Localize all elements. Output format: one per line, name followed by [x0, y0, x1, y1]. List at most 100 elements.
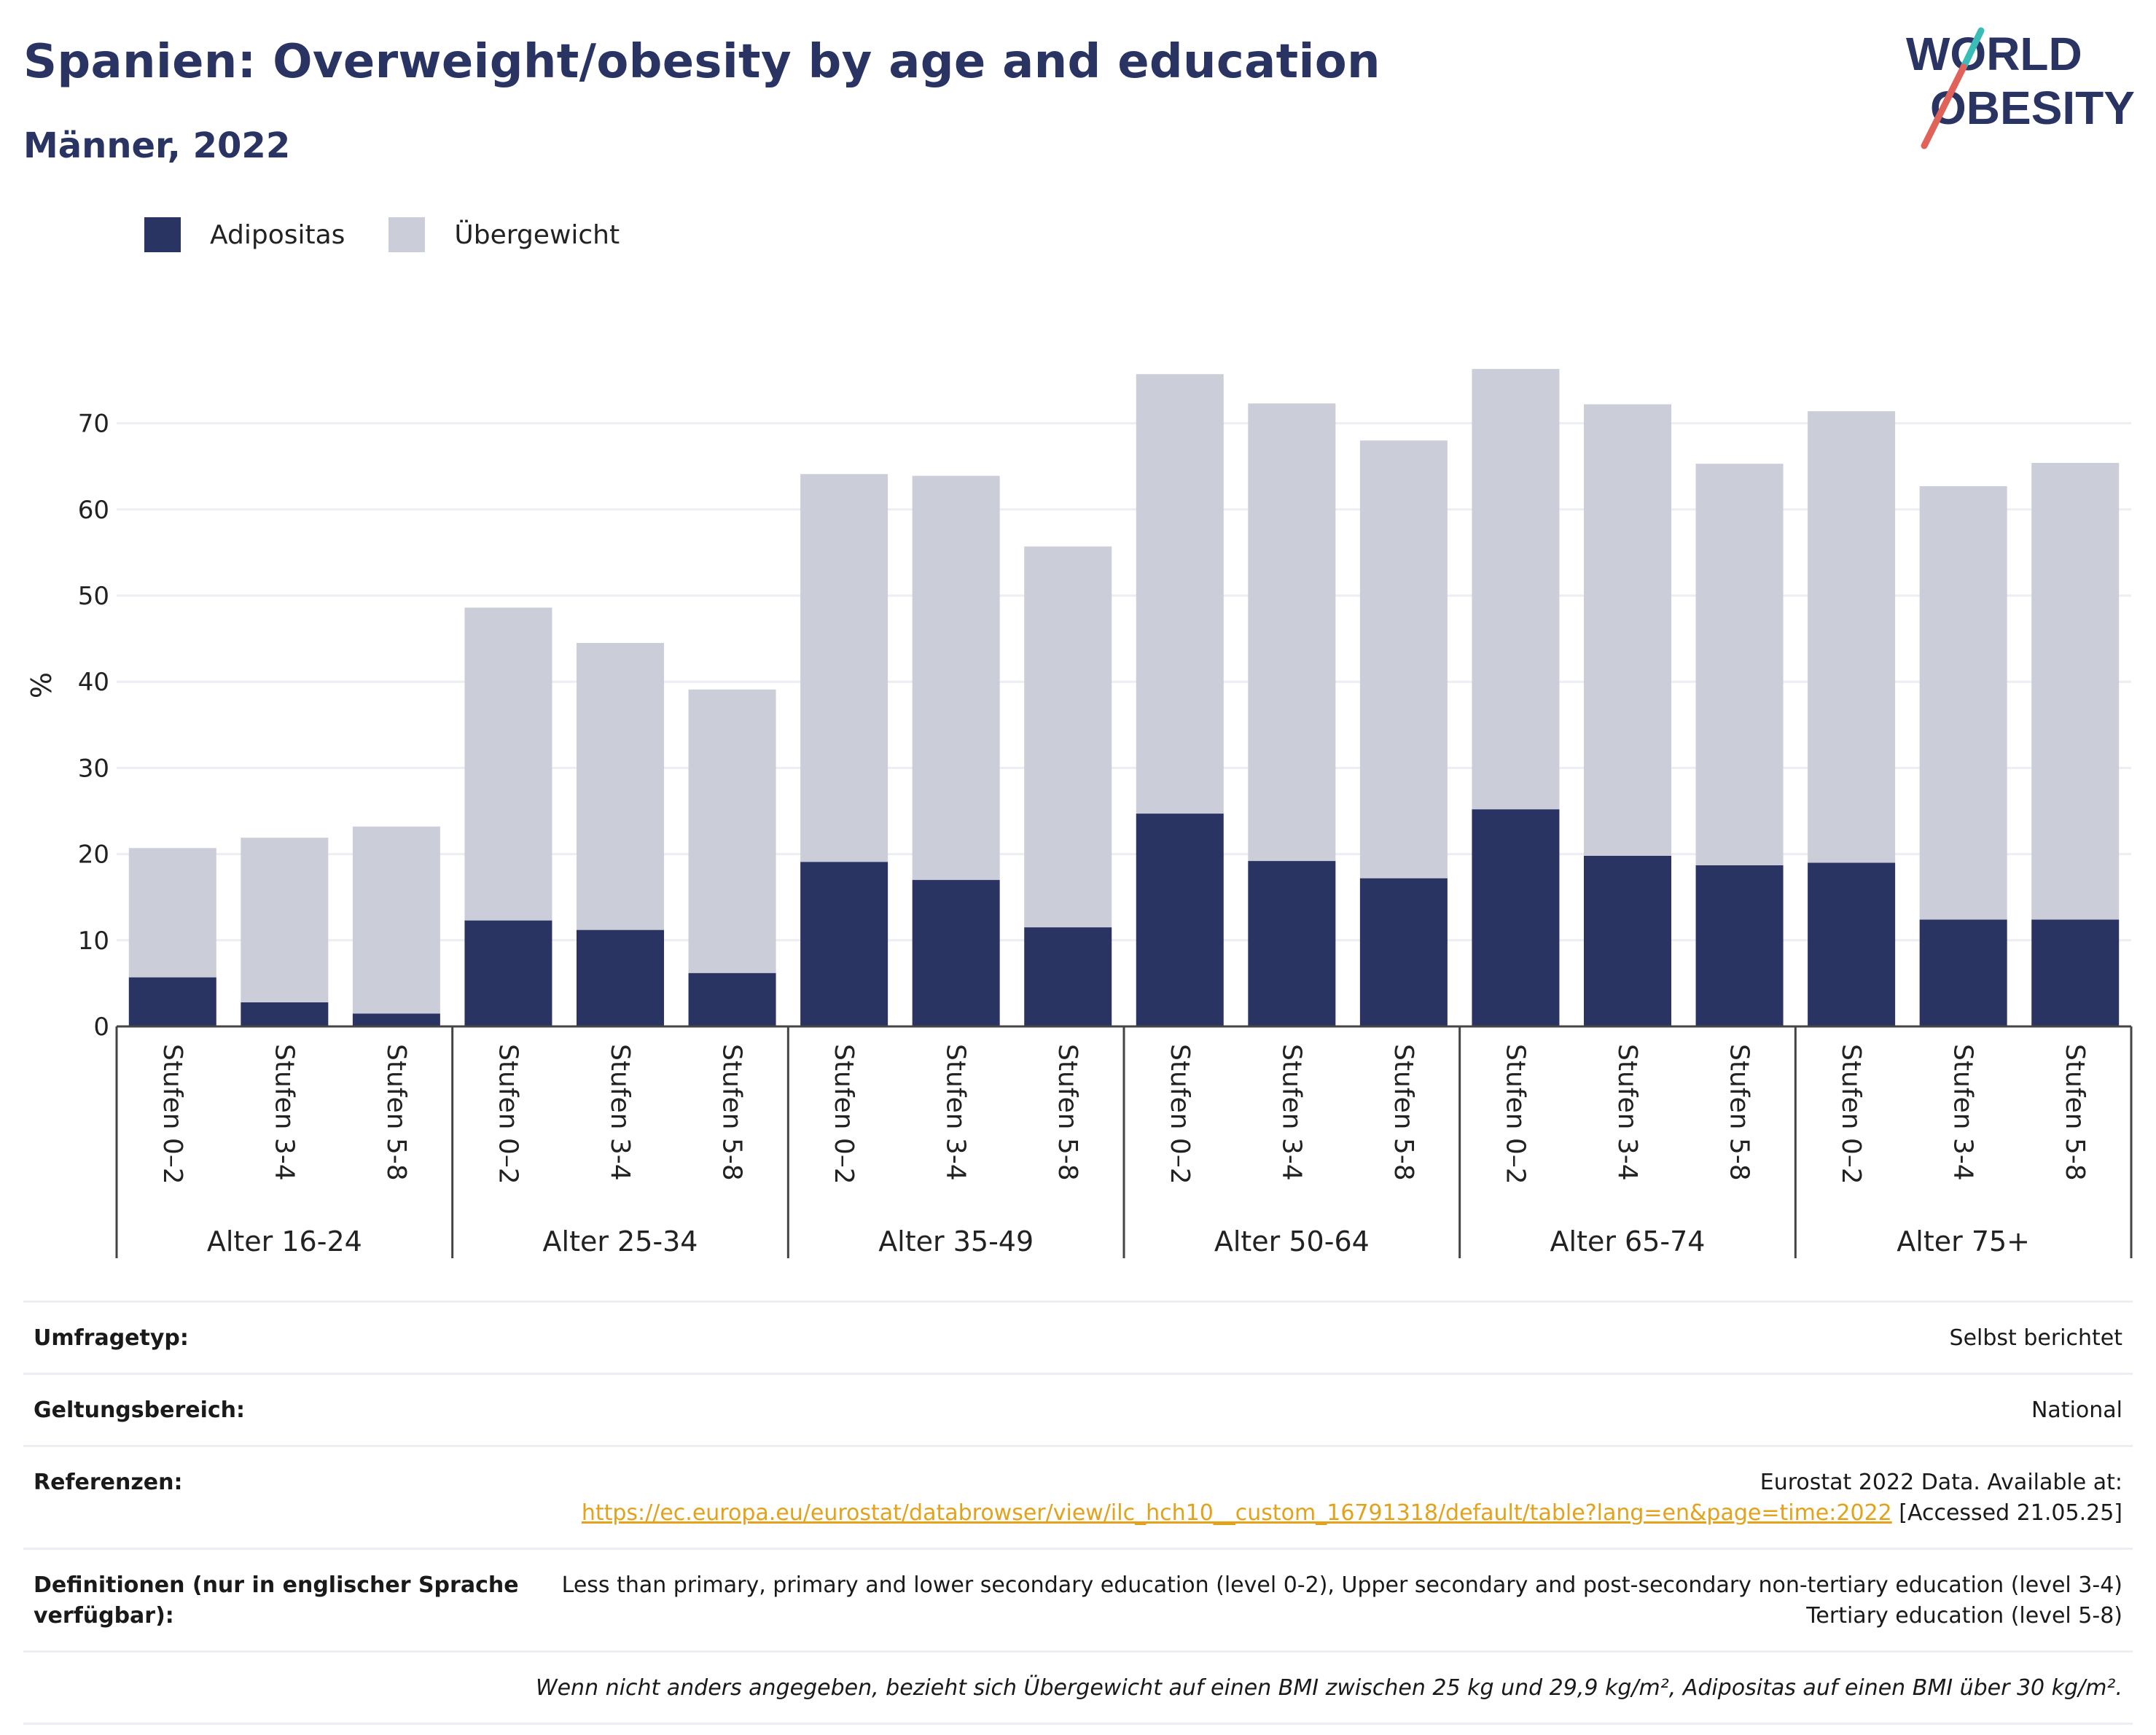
x-category-label: Stufen 0–2	[1165, 1044, 1195, 1185]
bar-obesity	[1584, 855, 1671, 1026]
y-tick-label: 70	[78, 410, 109, 439]
bar-overweight	[1136, 374, 1224, 814]
logo-line1: WORLD	[1906, 28, 2082, 80]
legend-swatch-overweight	[388, 217, 426, 252]
x-category-label: Stufen 3-4	[1276, 1044, 1306, 1181]
bar-overweight	[352, 826, 440, 1014]
bar-overweight	[1695, 464, 1784, 865]
survey-type-label: Umfragetyp:	[34, 1325, 189, 1351]
bar-obesity	[352, 1013, 440, 1026]
bar-obesity	[464, 920, 552, 1026]
y-tick-label: 60	[78, 496, 109, 525]
metadata-table: Umfragetyp: Selbst berichtet Geltungsber…	[23, 1301, 2133, 1725]
y-tick-label: 30	[78, 754, 109, 783]
y-axis-label: %	[26, 672, 58, 698]
bar-overweight	[1472, 369, 1560, 810]
x-category-label: Stufen 5-8	[2060, 1044, 2090, 1181]
world-obesity-logo: WORLD OBESITY	[1906, 27, 2135, 149]
bar-overweight	[1024, 546, 1112, 928]
x-group-label: Alter 25-34	[543, 1225, 698, 1258]
legend-label-overweight: Übergewicht	[454, 219, 620, 250]
bar-overweight	[1584, 404, 1671, 856]
stacked-bar-chart: 0 10 20 30 40 50 60 70% Stufen 0–2 Stufen 3-4 Stuf…	[26, 369, 2133, 1258]
bar-overweight	[1919, 486, 2007, 920]
bar-overweight	[128, 848, 216, 978]
x-category-label: Stufen 3-4	[1612, 1044, 1642, 1181]
references-line1: Eurostat 2022 Data. Available at:	[1759, 1470, 2122, 1495]
references-value: Eurostat 2022 Data. Available at: https:…	[582, 1467, 2122, 1529]
meta-row-coverage: Geltungsbereich: National	[23, 1373, 2133, 1445]
x-category-label: Stufen 0–2	[1836, 1044, 1866, 1185]
chart-legend: Adipositas Übergewicht	[144, 217, 663, 252]
bar-obesity	[1248, 861, 1336, 1026]
bar-obesity	[2031, 919, 2120, 1026]
x-group-label: Alter 65-74	[1550, 1225, 1706, 1258]
x-category-label: Stufen 0–2	[157, 1044, 187, 1185]
y-tick-label: 10	[78, 927, 109, 956]
y-tick-label: 50	[78, 582, 109, 611]
x-group-label: Alter 35-49	[878, 1225, 1034, 1258]
x-category-label: Stufen 5-8	[717, 1044, 747, 1181]
y-tick-label: 40	[78, 668, 109, 697]
chart-title: Spanien: Overweight/obesity by age and e…	[23, 35, 1380, 89]
x-category-label: Stufen 0–2	[1500, 1044, 1530, 1185]
bar-overweight	[1808, 411, 1896, 863]
x-group-label: Alter 16-24	[207, 1225, 362, 1258]
bar-overweight	[800, 474, 888, 862]
x-category-label: Stufen 5-8	[1052, 1044, 1082, 1181]
bar-overweight	[2031, 462, 2120, 920]
chart-subtitle: Männer, 2022	[23, 125, 291, 166]
meta-row-survey-type: Umfragetyp: Selbst berichtet	[23, 1301, 2133, 1373]
x-category-label: Stufen 5-8	[1725, 1044, 1754, 1181]
legend-swatch-obesity	[144, 217, 181, 252]
x-category-label: Stufen 3-4	[1948, 1044, 1978, 1181]
x-category-label: Stufen 5-8	[381, 1044, 411, 1181]
meta-row-definitions: Definitionen (nur in englischer Sprache …	[23, 1548, 2133, 1650]
legend-label-obesity: Adipositas	[210, 219, 345, 250]
y-tick-label: 0	[93, 1013, 109, 1042]
y-tick-label: 20	[78, 841, 109, 870]
x-category-label: Stufen 3-4	[941, 1044, 971, 1181]
bar-overweight	[241, 838, 329, 1002]
x-category-label: Stufen 3-4	[269, 1044, 299, 1181]
logo-line2: OBESITY	[1930, 82, 2135, 134]
x-group-label: Alter 50-64	[1214, 1225, 1370, 1258]
meta-row-footnote: Wenn nicht anders angegeben, bezieht sic…	[23, 1650, 2133, 1725]
x-category-label: Stufen 5-8	[1388, 1044, 1418, 1181]
bar-obesity	[688, 972, 776, 1026]
coverage-value: National	[2031, 1397, 2122, 1423]
references-label: Referenzen:	[34, 1470, 183, 1495]
meta-row-references: Referenzen: Eurostat 2022 Data. Availabl…	[23, 1445, 2133, 1548]
bar-obesity	[912, 880, 1000, 1026]
bar-overweight	[1248, 403, 1336, 862]
references-link[interactable]: https://ec.europa.eu/eurostat/databrowse…	[581, 1500, 1892, 1526]
footnote: Wenn nicht anders angegeben, bezieht sic…	[535, 1675, 2122, 1701]
x-category-label: Stufen 0–2	[493, 1044, 523, 1185]
bar-obesity	[1359, 878, 1448, 1026]
bar-obesity	[241, 1002, 329, 1026]
bar-obesity	[1695, 865, 1784, 1026]
x-category-label: Stufen 3-4	[605, 1044, 635, 1181]
bar-obesity	[1808, 862, 1896, 1026]
survey-type-value: Selbst berichtet	[1949, 1325, 2122, 1351]
legend-item-obesity[interactable]: Adipositas	[144, 217, 345, 252]
bar-obesity	[128, 977, 216, 1026]
references-accessed: [Accessed 21.05.25]	[1899, 1500, 2122, 1526]
bar-obesity	[577, 929, 664, 1026]
bar-obesity	[1136, 814, 1224, 1026]
x-category-label: Stufen 0–2	[829, 1044, 859, 1185]
bar-overweight	[577, 643, 664, 930]
coverage-label: Geltungsbereich:	[34, 1397, 246, 1423]
bar-overweight	[464, 607, 552, 921]
definitions-value: Less than primary, primary and lower sec…	[561, 1572, 2122, 1629]
bar-obesity	[1024, 927, 1112, 1026]
definitions-label: Definitionen (nur in englischer Sprache …	[34, 1572, 519, 1629]
bar-overweight	[688, 689, 776, 973]
bar-obesity	[800, 862, 888, 1026]
bar-obesity	[1919, 919, 2007, 1026]
bar-overweight	[1359, 440, 1448, 878]
legend-item-overweight[interactable]: Übergewicht	[388, 217, 620, 252]
x-group-label: Alter 75+	[1897, 1225, 2030, 1258]
bar-overweight	[912, 475, 1000, 881]
bar-obesity	[1472, 809, 1560, 1026]
